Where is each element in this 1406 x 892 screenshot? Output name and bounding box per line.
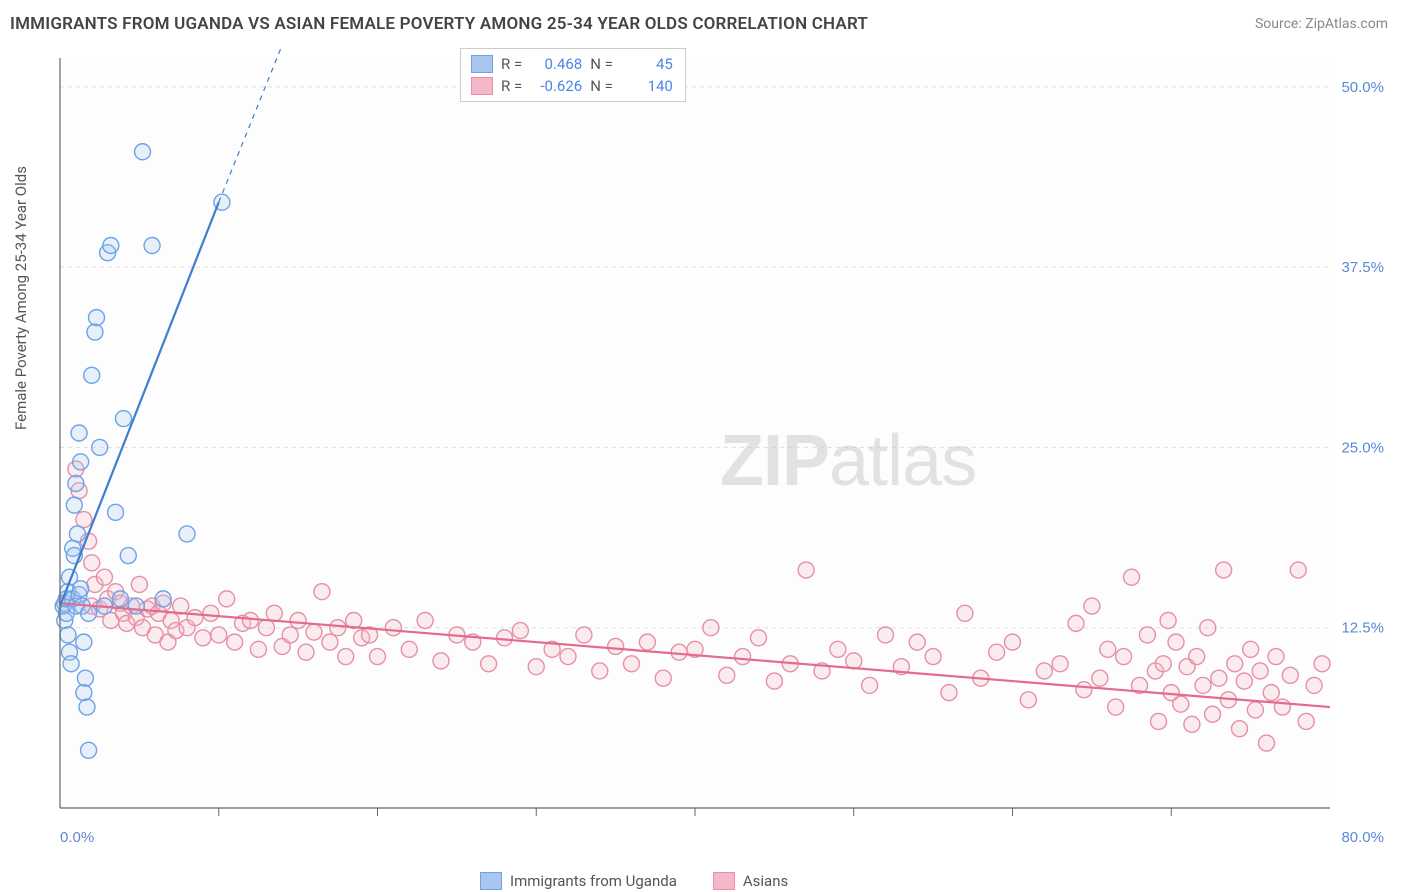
legend-stats-row-0: R = 0.468 N = 45 [471, 53, 673, 75]
legend-N-label-0: N = [590, 53, 613, 75]
chart-container: IMMIGRANTS FROM UGANDA VS ASIAN FEMALE P… [0, 0, 1406, 892]
source-credit: Source: ZipAtlas.com [1255, 16, 1388, 32]
legend-N-value-1: 140 [621, 75, 673, 97]
legend-stats: R = 0.468 N = 45 R = -0.626 N = 140 [460, 48, 686, 102]
source-value: ZipAtlas.com [1305, 16, 1388, 32]
legend-R-label-1: R = [501, 75, 522, 97]
source-label: Source: [1255, 16, 1305, 32]
svg-text:25.0%: 25.0% [1341, 439, 1384, 456]
legend-N-label-1: N = [590, 75, 613, 97]
svg-text:80.0%: 80.0% [1341, 829, 1384, 846]
legend-swatch-0 [471, 55, 493, 73]
legend-R-value-1: -0.626 [530, 75, 582, 97]
plot-area: 12.5% 25.0% 37.5% 50.0% 0.0% 80.0% [50, 48, 1390, 848]
legend-R-value-0: 0.468 [530, 53, 582, 75]
chart-svg: 12.5% 25.0% 37.5% 50.0% 0.0% 80.0% [50, 48, 1390, 848]
legend-R-label-0: R = [501, 53, 522, 75]
svg-text:0.0%: 0.0% [60, 829, 94, 846]
svg-text:50.0%: 50.0% [1341, 79, 1384, 96]
legend-swatch-1 [471, 77, 493, 95]
legend-N-value-0: 45 [621, 53, 673, 75]
legend-stats-row-1: R = -0.626 N = 140 [471, 75, 673, 97]
svg-text:12.5%: 12.5% [1341, 620, 1384, 637]
svg-text:37.5%: 37.5% [1341, 259, 1384, 276]
legend-bottom-label-1: Asians [743, 872, 788, 890]
legend-bottom: Immigrants from Uganda Asians [480, 872, 788, 890]
legend-bottom-label-0: Immigrants from Uganda [510, 872, 677, 890]
chart-title: IMMIGRANTS FROM UGANDA VS ASIAN FEMALE P… [10, 14, 868, 34]
y-axis-label: Female Poverty Among 25-34 Year Olds [12, 166, 30, 430]
legend-bottom-swatch-1 [713, 872, 735, 890]
legend-bottom-swatch-0 [480, 872, 502, 890]
